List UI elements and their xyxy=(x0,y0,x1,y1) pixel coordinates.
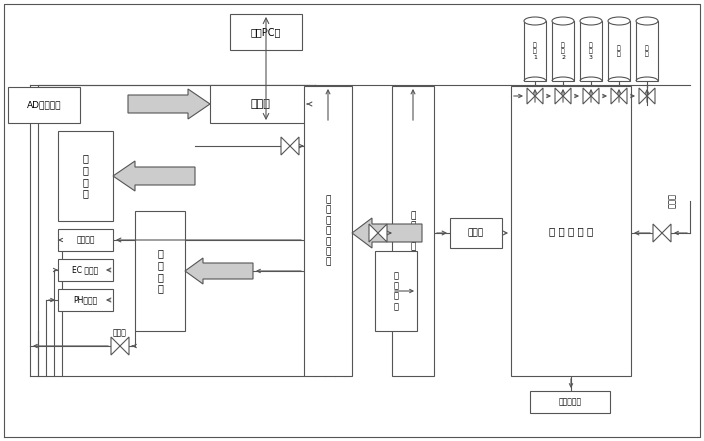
Polygon shape xyxy=(185,258,253,284)
Bar xyxy=(636,21,658,81)
Bar xyxy=(135,211,185,331)
Ellipse shape xyxy=(552,17,574,25)
Ellipse shape xyxy=(636,17,658,25)
Text: 碱
液: 碱 液 xyxy=(617,45,621,57)
Polygon shape xyxy=(591,88,599,104)
Ellipse shape xyxy=(524,17,546,25)
Polygon shape xyxy=(639,88,647,104)
Text: EC 传感器: EC 传感器 xyxy=(73,265,99,274)
Polygon shape xyxy=(128,89,210,119)
Polygon shape xyxy=(369,224,378,242)
Polygon shape xyxy=(378,224,387,242)
Polygon shape xyxy=(611,88,619,104)
Polygon shape xyxy=(352,218,422,248)
Text: 肥
水
采
样: 肥 水 采 样 xyxy=(157,249,163,293)
Polygon shape xyxy=(120,337,129,355)
Polygon shape xyxy=(111,337,120,355)
Polygon shape xyxy=(662,224,671,242)
Text: 释放阀: 释放阀 xyxy=(113,329,127,337)
Text: 流量检测: 流量检测 xyxy=(76,235,95,244)
Bar xyxy=(511,86,631,376)
Text: 大
田
作
物: 大 田 作 物 xyxy=(82,153,89,198)
Text: 酸
液: 酸 液 xyxy=(645,45,649,57)
Bar xyxy=(450,218,502,248)
Text: 灌
溉
系
统
主
管
道: 灌 溉 系 统 主 管 道 xyxy=(325,195,331,267)
Bar xyxy=(530,391,610,413)
Text: AD输入模块: AD输入模块 xyxy=(27,101,61,109)
Polygon shape xyxy=(619,88,627,104)
Text: 肥液泵: 肥液泵 xyxy=(468,228,484,238)
Bar xyxy=(58,259,113,281)
Text: 上位PC机: 上位PC机 xyxy=(251,27,281,37)
Text: 单片机: 单片机 xyxy=(250,99,270,109)
Ellipse shape xyxy=(608,17,630,25)
Bar xyxy=(608,21,630,81)
Bar xyxy=(8,87,80,123)
Polygon shape xyxy=(113,161,195,191)
Bar xyxy=(230,14,302,50)
Polygon shape xyxy=(647,88,655,104)
Text: 混 肥 液 储 罐: 混 肥 液 储 罐 xyxy=(549,226,593,236)
Bar xyxy=(210,85,310,123)
Bar xyxy=(552,21,574,81)
Bar xyxy=(58,289,113,311)
Polygon shape xyxy=(281,137,290,155)
Polygon shape xyxy=(290,137,299,155)
Polygon shape xyxy=(653,224,662,242)
Text: PH传感器: PH传感器 xyxy=(73,295,98,304)
Ellipse shape xyxy=(580,17,602,25)
Text: 进水管: 进水管 xyxy=(667,194,677,209)
Bar xyxy=(392,86,434,376)
Polygon shape xyxy=(535,88,543,104)
Bar xyxy=(375,251,417,331)
Text: 肥
液
2: 肥 液 2 xyxy=(561,42,565,60)
Bar xyxy=(524,21,546,81)
Polygon shape xyxy=(563,88,571,104)
Bar xyxy=(58,229,113,251)
Text: 混
肥
管
道: 混 肥 管 道 xyxy=(410,211,415,251)
Text: 肥
液
3: 肥 液 3 xyxy=(589,42,593,60)
Polygon shape xyxy=(527,88,535,104)
Text: 流
量
检
测: 流 量 检 测 xyxy=(394,271,398,311)
Bar xyxy=(304,86,352,376)
Bar xyxy=(580,21,602,81)
Polygon shape xyxy=(555,88,563,104)
Text: 液位传感器: 液位传感器 xyxy=(558,397,582,407)
Polygon shape xyxy=(583,88,591,104)
Bar xyxy=(58,131,113,221)
Text: 肥
液
1: 肥 液 1 xyxy=(533,42,537,60)
